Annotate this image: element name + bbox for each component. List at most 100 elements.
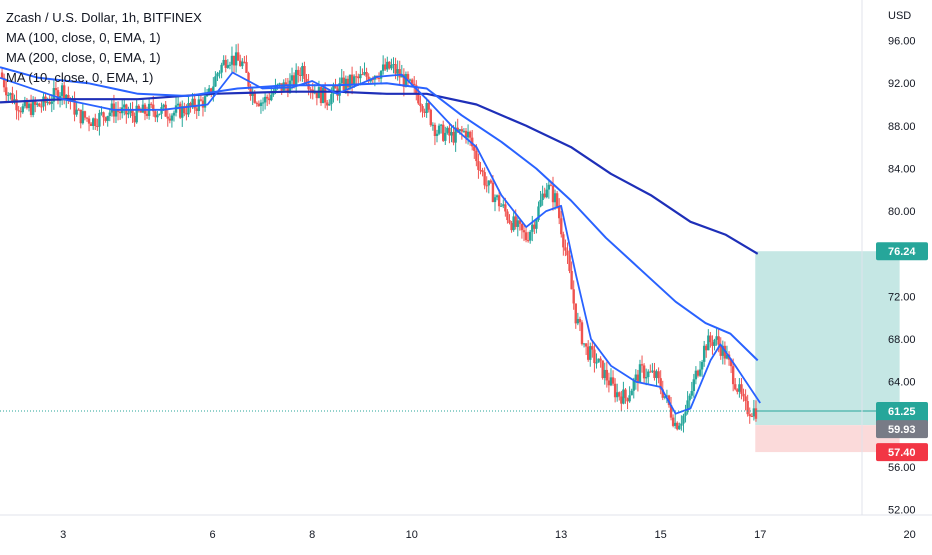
candle-body — [65, 94, 68, 99]
candle-body — [154, 111, 157, 118]
candle-body — [330, 94, 333, 105]
candle — [711, 335, 714, 355]
x-tick-label: 8 — [309, 529, 315, 541]
candle-body — [665, 395, 669, 397]
candle-body — [89, 123, 93, 126]
candle — [226, 59, 230, 69]
target-price-tag-text: 76.24 — [888, 246, 916, 258]
candle-body — [707, 335, 710, 351]
candle — [431, 122, 435, 131]
candle — [647, 369, 650, 385]
candle-body — [234, 52, 238, 66]
candle-body — [433, 124, 437, 136]
candle-body — [684, 412, 687, 416]
candle-body — [21, 106, 24, 113]
candle-body — [468, 131, 472, 138]
candle — [702, 340, 706, 367]
candle-body — [400, 74, 403, 78]
candle-body — [676, 422, 679, 430]
candle-body — [166, 116, 169, 119]
candle-body — [713, 339, 716, 346]
candle-body — [744, 396, 747, 402]
candle-body — [477, 161, 480, 170]
candle-body — [682, 415, 685, 424]
candle-body — [526, 240, 530, 242]
candle-body — [218, 72, 221, 74]
candle-body — [597, 358, 600, 363]
candle — [67, 86, 70, 105]
candle-body — [390, 64, 393, 69]
y-tick-label: 64.00 — [888, 377, 916, 389]
candle-body — [584, 343, 588, 347]
candle-body — [473, 146, 476, 151]
candle — [40, 99, 43, 113]
candle-body — [497, 195, 501, 207]
candle — [446, 126, 449, 135]
candle — [381, 55, 385, 75]
candle — [576, 312, 580, 326]
candle-body — [222, 59, 225, 65]
candle-body — [19, 111, 22, 113]
candle-body — [241, 61, 244, 67]
candle-body — [191, 98, 194, 106]
candle-body — [734, 384, 737, 390]
candle-body — [715, 336, 718, 340]
candle — [618, 391, 621, 401]
loss-zone — [755, 425, 900, 453]
candle-body — [96, 125, 99, 127]
candle — [245, 55, 248, 74]
candle-body — [319, 87, 323, 104]
candle — [630, 388, 633, 396]
candle — [152, 96, 155, 117]
y-tick-label: 52.00 — [888, 505, 916, 517]
candle-body — [178, 103, 182, 118]
candle-body — [560, 218, 563, 235]
candle — [137, 104, 140, 113]
candle-body — [508, 220, 511, 224]
candle-body — [394, 64, 397, 74]
candle — [653, 362, 656, 381]
candle-body — [340, 77, 343, 84]
candle-body — [694, 370, 698, 380]
candle — [502, 199, 505, 209]
legend-ma-10[interactable]: MA (10, close, 0, EMA, 1) — [6, 70, 154, 85]
candle — [319, 85, 323, 106]
candle-body — [543, 193, 546, 198]
legend-ma-100[interactable]: MA (100, close, 0, EMA, 1) — [6, 30, 161, 45]
candle — [671, 414, 675, 428]
candle — [299, 67, 302, 82]
candle — [21, 103, 24, 114]
candle-body — [131, 110, 134, 117]
candle — [560, 211, 563, 238]
candle — [89, 122, 93, 126]
candle — [355, 70, 358, 85]
candle — [309, 87, 312, 99]
candle-body — [243, 61, 246, 63]
candle — [54, 81, 58, 96]
candle — [586, 340, 590, 362]
candle — [715, 326, 718, 346]
candle-body — [566, 250, 569, 256]
candle-body — [102, 112, 105, 118]
candle-body — [145, 113, 149, 116]
candle-body — [601, 360, 604, 378]
candle — [106, 115, 109, 127]
candle — [688, 393, 691, 410]
candle — [748, 407, 751, 424]
candle-body — [481, 170, 484, 173]
candle — [350, 66, 354, 95]
candle — [0, 67, 4, 79]
legend-ma-200[interactable]: MA (200, close, 0, EMA, 1) — [6, 50, 161, 65]
candle-body — [421, 106, 424, 112]
candle-body — [429, 109, 432, 126]
candle-body — [678, 425, 681, 430]
candle — [265, 94, 269, 107]
candle-body — [439, 124, 443, 126]
candle — [584, 343, 588, 356]
candle-body — [717, 336, 720, 345]
chart-title: Zcash / U.S. Dollar, 1h, BITFINEX — [6, 10, 202, 25]
candle-body — [137, 105, 140, 111]
